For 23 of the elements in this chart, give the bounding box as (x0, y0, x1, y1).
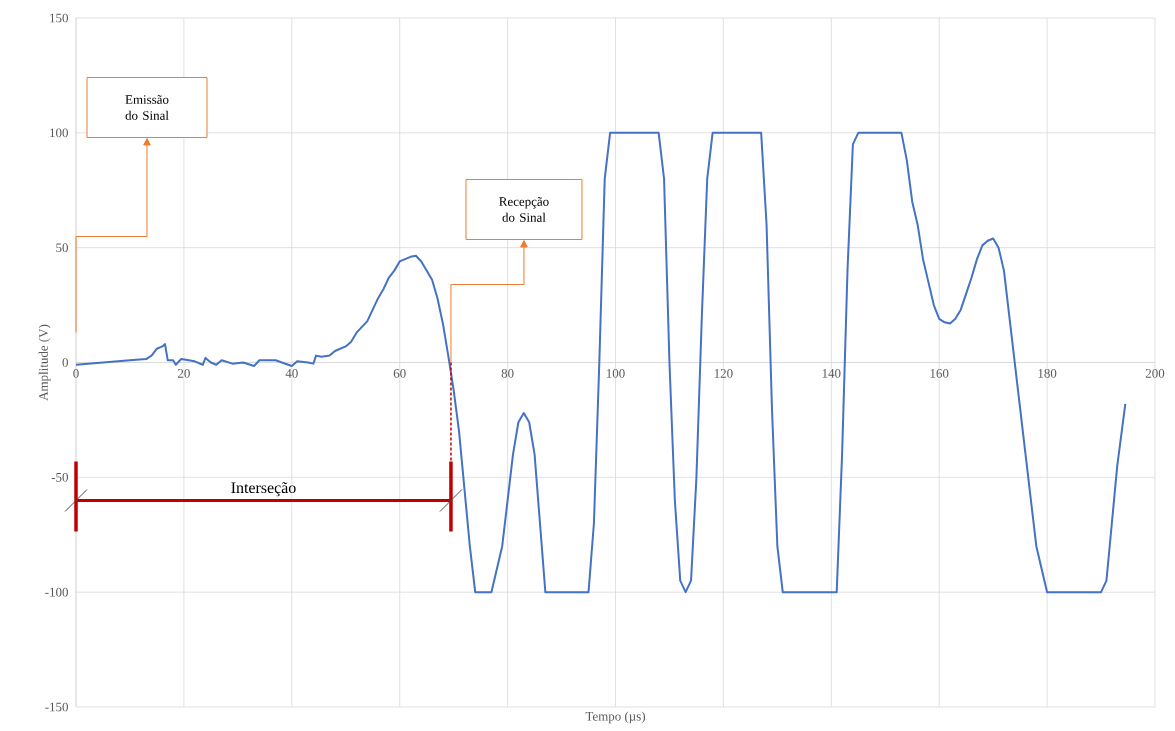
annotation: Emissão do Sinal (125, 95, 169, 120)
y-tick-label: 100 (50, 128, 68, 138)
x-tick-label: 20 (177, 369, 190, 378)
y-tick-label: 150 (50, 13, 68, 23)
x-tick-label: 140 (822, 369, 841, 378)
x-tick-label: 60 (393, 369, 406, 378)
x-tick-label: 120 (714, 369, 733, 378)
x-tick-label: 160 (930, 369, 949, 378)
y-tick-label: -150 (45, 702, 68, 712)
y-tick-label: -50 (51, 472, 68, 482)
x-tick-label: 200 (1145, 369, 1165, 378)
y-axis-title: Amplitude (V) (38, 324, 51, 401)
y-tick-label: 50 (56, 243, 68, 253)
x-axis-title: Tempo (µs) (585, 711, 646, 724)
annotation: Interseção (231, 482, 296, 497)
x-tick-label: 0 (73, 369, 79, 378)
x-tick-label: 100 (606, 369, 625, 378)
y-tick-label: 0 (62, 358, 68, 367)
y-tick-label: -100 (45, 587, 68, 597)
annotation: Recepção do Sinal (499, 197, 549, 222)
x-tick-label: 80 (501, 369, 514, 378)
x-tick-label: 40 (285, 369, 298, 378)
x-tick-label: 180 (1038, 369, 1057, 378)
